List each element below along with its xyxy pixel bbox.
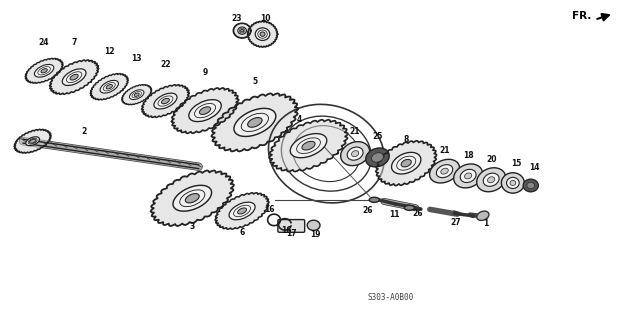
Ellipse shape	[100, 80, 118, 93]
Ellipse shape	[41, 69, 47, 73]
Text: 15: 15	[511, 159, 522, 168]
Text: 14: 14	[529, 163, 540, 172]
Ellipse shape	[134, 93, 140, 96]
Circle shape	[369, 197, 380, 202]
Ellipse shape	[454, 164, 483, 188]
FancyBboxPatch shape	[278, 220, 305, 232]
Ellipse shape	[186, 194, 199, 203]
Text: 18: 18	[463, 151, 474, 160]
Ellipse shape	[483, 173, 499, 186]
Polygon shape	[211, 93, 298, 151]
Ellipse shape	[351, 151, 359, 156]
Text: FR.: FR.	[572, 11, 591, 21]
Ellipse shape	[465, 173, 472, 179]
Text: 22: 22	[160, 60, 171, 69]
Polygon shape	[269, 120, 348, 172]
Text: 26: 26	[412, 209, 423, 218]
Ellipse shape	[238, 27, 246, 34]
Ellipse shape	[441, 168, 448, 174]
Text: 21: 21	[439, 146, 450, 155]
Ellipse shape	[70, 74, 78, 80]
Polygon shape	[49, 60, 99, 94]
Ellipse shape	[241, 29, 244, 32]
Text: 12: 12	[104, 47, 115, 56]
Text: 4: 4	[297, 115, 302, 124]
Polygon shape	[172, 88, 239, 133]
Text: 13: 13	[131, 53, 142, 62]
Ellipse shape	[35, 64, 54, 77]
Ellipse shape	[248, 117, 262, 127]
Ellipse shape	[307, 220, 320, 230]
Text: 26: 26	[363, 206, 373, 215]
Text: 17: 17	[286, 229, 296, 238]
Ellipse shape	[365, 148, 389, 167]
Text: 21: 21	[350, 127, 360, 136]
Text: 16: 16	[282, 226, 292, 235]
Polygon shape	[90, 74, 129, 100]
Ellipse shape	[290, 133, 327, 158]
Text: 10: 10	[260, 14, 271, 23]
Ellipse shape	[260, 32, 265, 36]
Text: 7: 7	[72, 38, 77, 47]
Text: 6: 6	[239, 228, 244, 237]
Circle shape	[404, 205, 415, 210]
Ellipse shape	[347, 147, 363, 160]
Polygon shape	[376, 141, 436, 186]
Text: 27: 27	[450, 218, 461, 227]
Text: 16: 16	[264, 205, 274, 214]
Text: 8: 8	[404, 135, 409, 144]
Ellipse shape	[527, 182, 534, 189]
Ellipse shape	[401, 159, 412, 167]
Text: 24: 24	[39, 38, 49, 47]
Text: 1: 1	[483, 219, 489, 228]
Ellipse shape	[460, 169, 476, 182]
Text: 5: 5	[252, 77, 257, 86]
Polygon shape	[141, 85, 189, 117]
Text: 9: 9	[202, 68, 207, 77]
Ellipse shape	[372, 153, 383, 162]
Ellipse shape	[392, 152, 421, 174]
Ellipse shape	[237, 208, 246, 214]
Text: S303-A0B00: S303-A0B00	[367, 293, 413, 302]
Ellipse shape	[173, 185, 212, 211]
Ellipse shape	[436, 165, 452, 178]
Ellipse shape	[229, 202, 255, 220]
Ellipse shape	[154, 93, 177, 109]
Ellipse shape	[189, 100, 221, 122]
Ellipse shape	[234, 108, 276, 136]
Ellipse shape	[477, 168, 506, 192]
Ellipse shape	[62, 69, 86, 85]
Ellipse shape	[161, 98, 170, 104]
Polygon shape	[25, 58, 63, 83]
Ellipse shape	[501, 173, 524, 193]
Ellipse shape	[488, 177, 495, 183]
Text: 23: 23	[232, 14, 242, 23]
Ellipse shape	[200, 107, 211, 115]
Text: 19: 19	[310, 230, 321, 239]
Ellipse shape	[510, 180, 516, 186]
Text: 20: 20	[486, 155, 497, 164]
Text: 25: 25	[372, 132, 383, 140]
Ellipse shape	[106, 84, 113, 89]
Ellipse shape	[506, 177, 519, 188]
Ellipse shape	[477, 211, 489, 220]
Ellipse shape	[129, 90, 144, 100]
Ellipse shape	[523, 179, 538, 192]
Polygon shape	[14, 129, 51, 153]
Polygon shape	[233, 23, 251, 38]
Polygon shape	[215, 193, 269, 229]
Ellipse shape	[255, 28, 270, 40]
Polygon shape	[247, 21, 278, 47]
Text: 3: 3	[189, 222, 195, 231]
Polygon shape	[150, 171, 234, 226]
Ellipse shape	[302, 141, 315, 150]
Ellipse shape	[429, 159, 460, 183]
Ellipse shape	[29, 139, 36, 143]
Text: 11: 11	[390, 210, 400, 219]
Text: 2: 2	[81, 127, 86, 136]
Ellipse shape	[340, 142, 369, 166]
Ellipse shape	[26, 137, 40, 146]
Polygon shape	[122, 84, 152, 105]
